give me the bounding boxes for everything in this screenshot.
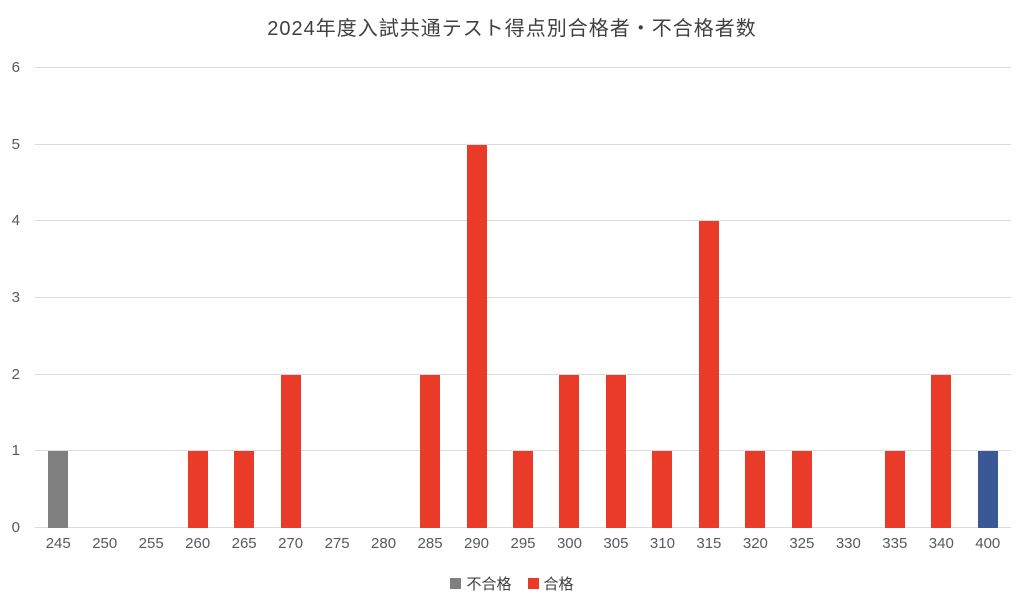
y-tick-label: 6 [11, 59, 20, 76]
gridline [35, 143, 1011, 145]
y-tick-label: 3 [11, 289, 20, 306]
gridline [35, 220, 1011, 222]
x-tick-label: 295 [510, 535, 536, 552]
bar [698, 221, 719, 528]
legend-swatch [450, 578, 462, 589]
x-tick-label: 260 [185, 535, 211, 552]
x-tick-label: 290 [464, 535, 490, 552]
gridline [35, 67, 1011, 68]
x-tick-label: 300 [556, 535, 582, 552]
bar [420, 374, 441, 528]
x-tick-label: 330 [835, 535, 861, 552]
bar [931, 374, 952, 528]
chart-title: 2024年度入試共通テスト得点別合格者・不合格者数 [267, 18, 757, 40]
bar [48, 451, 69, 528]
y-tick-label: 0 [11, 519, 20, 536]
x-tick-label: 325 [789, 535, 815, 552]
x-tick-label: 280 [371, 535, 397, 552]
legend: 不合格 合格 [0, 573, 1024, 594]
legend-label: 不合格 [466, 576, 512, 593]
y-tick-label: 2 [11, 365, 20, 383]
gridline [35, 297, 1011, 298]
x-tick-label: 305 [603, 535, 629, 552]
x-tick-label: 320 [742, 535, 768, 552]
bar [559, 374, 580, 528]
bar [884, 451, 905, 528]
x-tick-label: 255 [138, 535, 164, 552]
y-tick-label: 4 [11, 212, 20, 230]
x-tick-label: 275 [324, 535, 350, 552]
x-tick-label: 400 [975, 535, 1001, 552]
bar [234, 451, 255, 528]
x-tick-label: 285 [417, 535, 443, 552]
bar [466, 144, 487, 528]
bar [513, 451, 533, 528]
y-tick-label: 1 [11, 442, 20, 460]
legend-label: 合格 [543, 576, 574, 593]
x-tick-label: 310 [649, 535, 675, 552]
bar [605, 374, 626, 528]
plot-area [35, 67, 1011, 528]
x-tick-label: 315 [696, 535, 722, 552]
gridline [35, 450, 1011, 452]
y-axis: 0 1 2 3 4 5 6 [0, 59, 26, 536]
x-tick-label: 265 [231, 535, 257, 552]
bar [745, 451, 766, 528]
y-tick-label: 5 [11, 135, 20, 153]
legend-item: 不合格 [450, 573, 512, 594]
bar [791, 451, 812, 528]
bar [977, 451, 998, 528]
x-tick-label: 340 [928, 535, 954, 552]
legend-item: 合格 [527, 573, 574, 594]
x-tick-label: 335 [882, 535, 908, 552]
bar [280, 374, 301, 528]
x-tick-label: 250 [92, 535, 118, 552]
gridline [35, 373, 1011, 375]
x-tick-label: 245 [45, 535, 71, 552]
bar [652, 451, 673, 528]
legend-swatch [527, 578, 539, 589]
x-tick-label: 270 [278, 535, 304, 552]
x-axis: 245 250 255 260 265 270 275 280 285 290 295 300 305 3… [35, 535, 1011, 555]
bar [187, 451, 208, 528]
